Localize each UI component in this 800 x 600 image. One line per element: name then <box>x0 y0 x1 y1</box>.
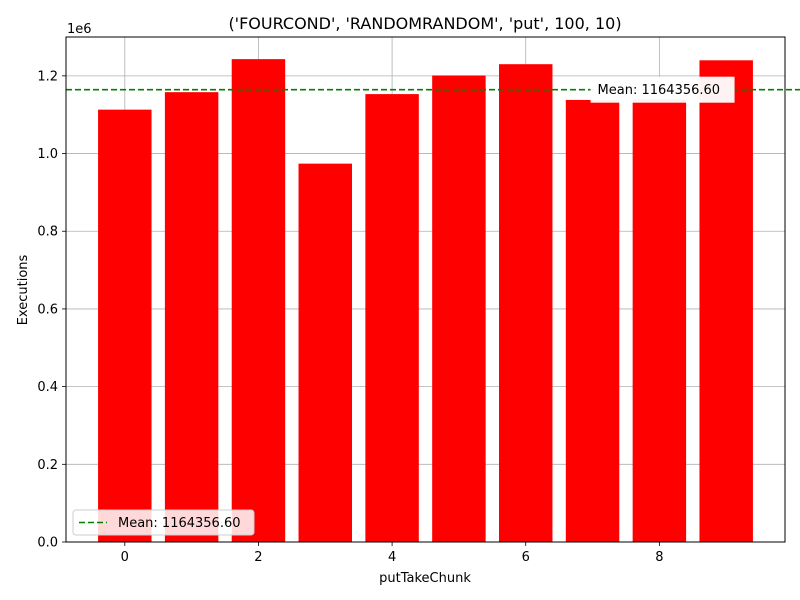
x-tick-label: 6 <box>522 550 530 565</box>
chart-title: ('FOURCOND', 'RANDOMRANDOM', 'put', 100,… <box>228 14 621 33</box>
y-tick-label: 0.2 <box>37 458 58 473</box>
x-tick-label: 0 <box>121 550 129 565</box>
bars-layer <box>98 59 753 543</box>
y-tick-label: 0.0 <box>37 536 58 551</box>
plot-frame <box>65 36 786 543</box>
bar <box>699 60 753 543</box>
bar <box>432 75 486 542</box>
ticks-layer: 0 2 4 6 8 0.0 0.2 0.4 0.6 0.8 1.0 1.2 <box>37 69 663 565</box>
y-tick-label: 0.8 <box>37 225 58 240</box>
bar <box>164 92 219 543</box>
annotation-box <box>590 76 735 103</box>
annotation-text: Mean: 1164356.60 <box>598 83 721 98</box>
x-tick-label: 4 <box>388 550 396 565</box>
y-tick-label: 1.2 <box>37 69 58 84</box>
mean-annotation: Mean: 1164356.60 <box>590 76 735 103</box>
y-tick-label: 0.4 <box>37 380 58 395</box>
legend-label: Mean: 1164356.60 <box>118 516 241 531</box>
bar <box>98 109 152 543</box>
x-axis-label: putTakeChunk <box>379 571 471 586</box>
legend-box <box>72 509 255 536</box>
bar <box>231 59 286 543</box>
bar <box>565 99 620 542</box>
plot-border <box>65 36 786 543</box>
bar <box>499 64 553 542</box>
x-tick-label: 2 <box>254 550 262 565</box>
bar <box>632 99 687 543</box>
legend: Mean: 1164356.60 <box>72 509 255 536</box>
y-axis-label: Executions <box>16 254 31 325</box>
y-tick-label: 1.0 <box>37 147 58 162</box>
bar <box>298 163 352 542</box>
x-tick-label: 8 <box>655 550 663 565</box>
y-offset-label: 1e6 <box>67 22 92 37</box>
bar <box>365 94 419 542</box>
y-tick-label: 0.6 <box>37 302 58 317</box>
